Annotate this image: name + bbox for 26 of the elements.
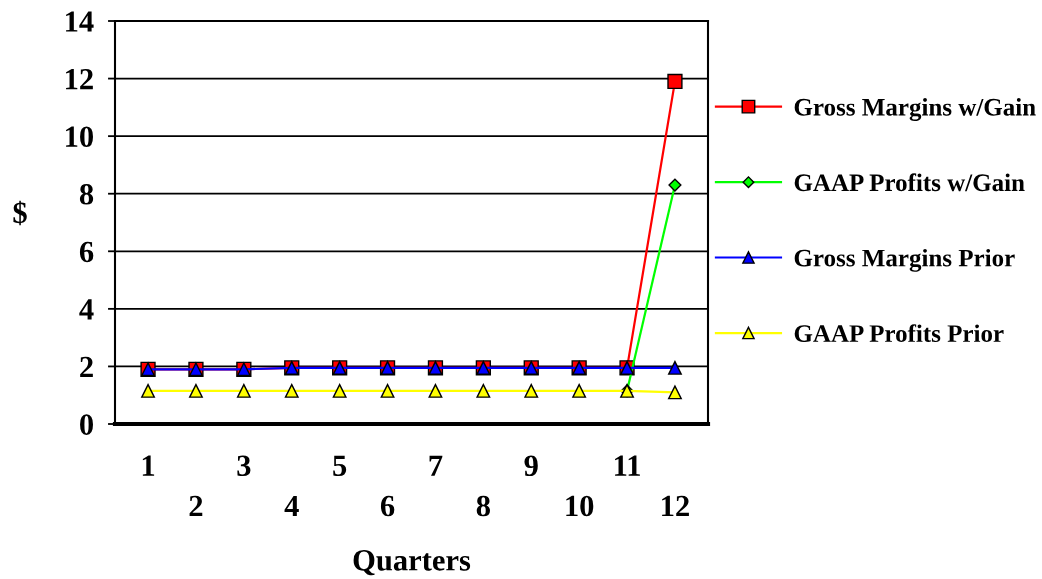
y-tick-label: 8: [79, 184, 94, 205]
x-axis-title: Quarters: [353, 550, 471, 576]
y-tick-label: 4: [79, 299, 94, 320]
legend-label: GAAP Profits Prior: [794, 324, 1004, 343]
x-tick-label: 10: [566, 495, 594, 517]
legend-label: GAAP Profits w/Gain: [794, 173, 1025, 192]
x-tick-label: 4: [284, 495, 299, 517]
x-tick-label: 7: [429, 455, 443, 476]
x-tick-label: 5: [333, 455, 347, 477]
y-axis-title: $: [13, 200, 27, 226]
y-tick-label: 0: [80, 414, 93, 435]
x-tick-label: 8: [476, 495, 490, 517]
x-tick-label: 11: [615, 455, 640, 476]
y-tick-label: 10: [66, 126, 93, 148]
legend-label: Gross Margins Prior: [794, 248, 1015, 272]
x-tick-label: 2: [189, 495, 203, 517]
x-tick-label: 6: [380, 495, 395, 517]
y-tick-label: 12: [66, 68, 93, 90]
legend-label: Gross Margins w/Gain: [794, 98, 1036, 121]
x-tick-label: 9: [524, 455, 538, 477]
y-tick-label: 6: [79, 241, 94, 263]
x-tick-label: 1: [142, 455, 155, 476]
y-tick-label: 2: [80, 356, 93, 378]
x-tick-label: 12: [662, 495, 689, 517]
y-tick-label: 14: [66, 11, 94, 32]
x-tick-label: 3: [237, 455, 251, 477]
